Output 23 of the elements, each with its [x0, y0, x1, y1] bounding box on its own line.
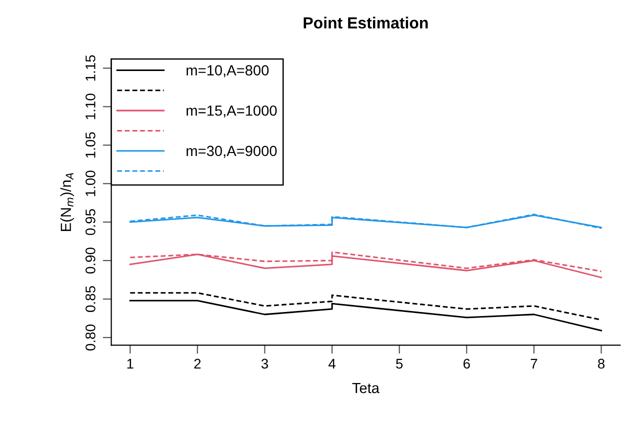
- x-tick-label: 6: [463, 358, 470, 369]
- y-tick-label: 1.10: [86, 94, 96, 120]
- x-tick-label: 2: [194, 358, 201, 368]
- chart-title: Point Estimation: [304, 16, 428, 29]
- y-tick-label: 1.05: [86, 132, 96, 158]
- legend-label: m=10,A=800: [186, 65, 269, 78]
- x-tick-label: 3: [261, 358, 268, 369]
- legend-label: m=15,A=1000: [186, 105, 277, 118]
- x-tick-label: 7: [530, 358, 538, 368]
- legend-label: m=30,A=9000: [186, 146, 277, 158]
- x-tick-label: 5: [396, 358, 403, 369]
- x-axis-title: Teta: [352, 383, 380, 394]
- y-tick-label: 1.15: [86, 55, 96, 81]
- x-tick-label: 8: [598, 358, 605, 369]
- y-tick-label: 1.00: [86, 170, 96, 196]
- y-tick-label: 0.95: [86, 209, 96, 236]
- y-tick-label: 0.80: [86, 324, 96, 350]
- line-series: [129, 254, 602, 278]
- y-tick-label: 0.90: [86, 248, 96, 274]
- y-axis-title: E(N$_{m}$)/n$_{A}$: [60, 173, 74, 231]
- x-tick-label: 1: [127, 358, 134, 368]
- x-tick-label: 4: [328, 358, 336, 368]
- y-tick-label: 0.85: [86, 286, 96, 312]
